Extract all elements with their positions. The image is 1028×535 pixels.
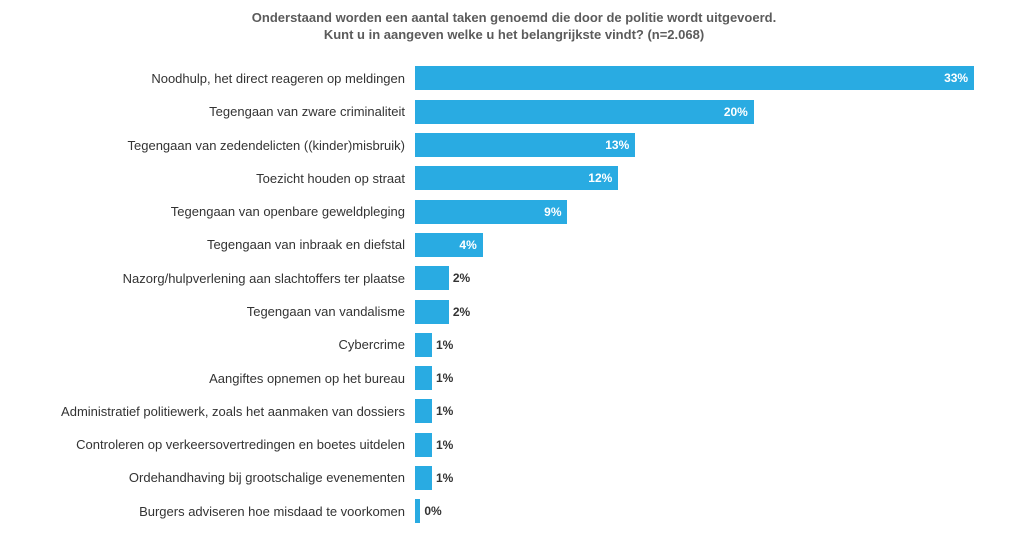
bar <box>415 266 449 290</box>
bar-row: Noodhulp, het direct reageren op melding… <box>0 62 1008 95</box>
category-label: Administratief politiewerk, zoals het aa… <box>0 404 415 419</box>
bar-row: Tegengaan van zware criminaliteit 20% <box>0 95 1008 128</box>
category-label: Toezicht houden op straat <box>0 171 415 186</box>
bar <box>415 333 432 357</box>
value-label: 1% <box>436 399 453 423</box>
bar: 33% <box>415 66 974 90</box>
category-label: Cybercrime <box>0 337 415 352</box>
bar-row: Ordehandhaving bij grootschalige eveneme… <box>0 461 1008 494</box>
category-label: Tegengaan van openbare geweldpleging <box>0 204 415 219</box>
value-label: 1% <box>436 366 453 390</box>
bar-cell: 33% <box>415 66 1008 90</box>
bar-row: Tegengaan van inbraak en diefstal 4% <box>0 228 1008 261</box>
bar <box>415 466 432 490</box>
bar-cell: 4% <box>415 233 1008 257</box>
value-label: 0% <box>424 499 441 523</box>
category-label: Tegengaan van vandalisme <box>0 304 415 319</box>
value-label: 1% <box>436 333 453 357</box>
category-label: Aangiftes opnemen op het bureau <box>0 371 415 386</box>
bar: 9% <box>415 200 567 224</box>
bar-cell: 20% <box>415 100 1008 124</box>
bar-row: Controleren op verkeersovertredingen en … <box>0 428 1008 461</box>
bar-cell: 13% <box>415 133 1008 157</box>
category-label: Ordehandhaving bij grootschalige eveneme… <box>0 470 415 485</box>
bar-row: Cybercrime 1% <box>0 328 1008 361</box>
value-label: 12% <box>588 166 612 190</box>
value-label: 9% <box>544 200 561 224</box>
category-label: Controleren op verkeersovertredingen en … <box>0 437 415 452</box>
bar-cell: 1% <box>415 366 1008 390</box>
bar-row: Toezicht houden op straat 12% <box>0 162 1008 195</box>
category-label: Tegengaan van zware criminaliteit <box>0 104 415 119</box>
bar-row: Tegengaan van openbare geweldpleging 9% <box>0 195 1008 228</box>
bar <box>415 366 432 390</box>
bar-cell: 9% <box>415 200 1008 224</box>
bar-row: Tegengaan van zedendelicten ((kinder)mis… <box>0 128 1008 161</box>
chart-plot-area: Noodhulp, het direct reageren op melding… <box>0 44 1028 535</box>
bar-row: Aangiftes opnemen op het bureau 1% <box>0 361 1008 394</box>
bar-row: Administratief politiewerk, zoals het aa… <box>0 395 1008 428</box>
bar-cell: 1% <box>415 333 1008 357</box>
value-label: 4% <box>459 233 476 257</box>
bar-row: Nazorg/hulpverlening aan slachtoffers te… <box>0 262 1008 295</box>
bar <box>415 433 432 457</box>
category-label: Nazorg/hulpverlening aan slachtoffers te… <box>0 271 415 286</box>
category-label: Noodhulp, het direct reageren op melding… <box>0 71 415 86</box>
bar-cell: 1% <box>415 433 1008 457</box>
value-label: 13% <box>605 133 629 157</box>
value-label: 2% <box>453 266 470 290</box>
value-label: 1% <box>436 466 453 490</box>
bar-cell: 2% <box>415 300 1008 324</box>
value-label: 20% <box>724 100 748 124</box>
chart-title: Onderstaand worden een aantal taken geno… <box>0 0 1028 44</box>
bar-cell: 0% <box>415 499 1008 523</box>
category-label: Tegengaan van inbraak en diefstal <box>0 237 415 252</box>
bar-cell: 1% <box>415 466 1008 490</box>
bar: 13% <box>415 133 635 157</box>
category-label: Tegengaan van zedendelicten ((kinder)mis… <box>0 138 415 153</box>
bar: 4% <box>415 233 483 257</box>
category-label: Burgers adviseren hoe misdaad te voorkom… <box>0 504 415 519</box>
value-label: 1% <box>436 433 453 457</box>
chart-title-line1: Onderstaand worden een aantal taken geno… <box>0 10 1028 27</box>
bar-cell: 2% <box>415 266 1008 290</box>
chart-title-line2: Kunt u in aangeven welke u het belangrij… <box>0 27 1028 44</box>
bar <box>415 399 432 423</box>
bar-cell: 1% <box>415 399 1008 423</box>
bar-row: Tegengaan van vandalisme 2% <box>0 295 1008 328</box>
bar-cell: 12% <box>415 166 1008 190</box>
bar: 20% <box>415 100 754 124</box>
value-label: 33% <box>944 66 968 90</box>
bar <box>415 499 420 523</box>
bar <box>415 300 449 324</box>
bar-row: Burgers adviseren hoe misdaad te voorkom… <box>0 495 1008 528</box>
bar: 12% <box>415 166 618 190</box>
value-label: 2% <box>453 300 470 324</box>
